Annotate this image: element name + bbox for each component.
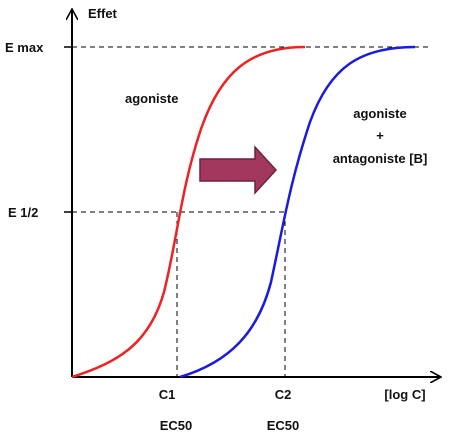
agonist-curve [71, 45, 306, 379]
curve-label: agoniste [353, 106, 406, 121]
curve-label: + [376, 128, 384, 143]
x-label: EC50 [267, 418, 300, 433]
x-label: EC50 [160, 418, 193, 433]
curve-label: agoniste [125, 91, 178, 106]
antagonist-curve [179, 45, 416, 379]
shift-arrow [199, 145, 278, 195]
x-label: C1 [159, 387, 176, 402]
guides [72, 46, 428, 377]
y-label: E 1/2 [8, 205, 38, 220]
curve-label: antagoniste [B] [333, 151, 428, 166]
y-label: E max [5, 40, 44, 55]
y-title: Effet [88, 6, 118, 21]
x-title: [log C] [384, 387, 425, 402]
x-label: C2 [275, 387, 292, 402]
